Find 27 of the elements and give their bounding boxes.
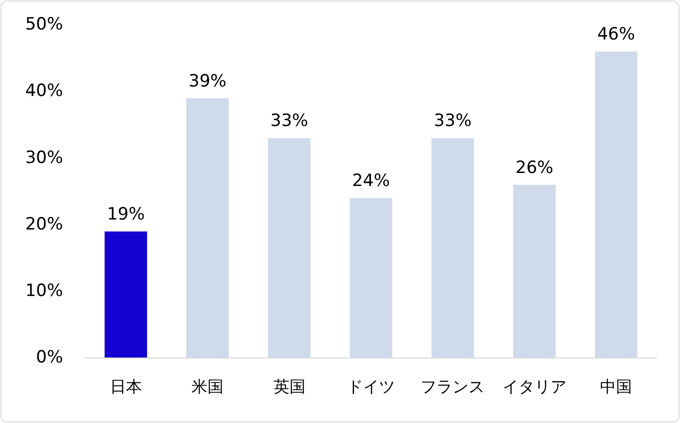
x-tick-label: 日本 — [110, 377, 142, 396]
y-tick-label: 40% — [25, 81, 63, 102]
data-label: 39% — [188, 71, 226, 92]
y-tick-label: 20% — [25, 214, 63, 234]
bar — [350, 198, 392, 358]
bar — [431, 138, 474, 358]
bar — [513, 184, 556, 358]
bar — [594, 52, 638, 358]
y-tick-label: 10% — [25, 281, 63, 302]
y-tick-label: 50% — [25, 14, 63, 35]
data-label: 33% — [434, 111, 472, 132]
bar — [268, 138, 311, 358]
x-tick-label: イタリア — [502, 377, 566, 396]
bar — [186, 98, 229, 358]
y-tick-label: 0% — [36, 348, 63, 368]
data-label: 19% — [106, 204, 145, 224]
bar — [104, 231, 148, 358]
x-tick-label: ドイツ — [347, 377, 395, 396]
data-label: 24% — [352, 171, 390, 192]
data-label: 33% — [270, 111, 308, 132]
x-tick-label: フランス — [420, 377, 485, 396]
data-label: 46% — [597, 24, 636, 45]
data-label: 26% — [516, 158, 554, 178]
x-tick-label: 英国 — [273, 377, 306, 396]
y-tick-label: 30% — [25, 148, 63, 168]
x-tick-label: 米国 — [192, 377, 224, 396]
x-tick-label: 中国 — [600, 377, 632, 396]
